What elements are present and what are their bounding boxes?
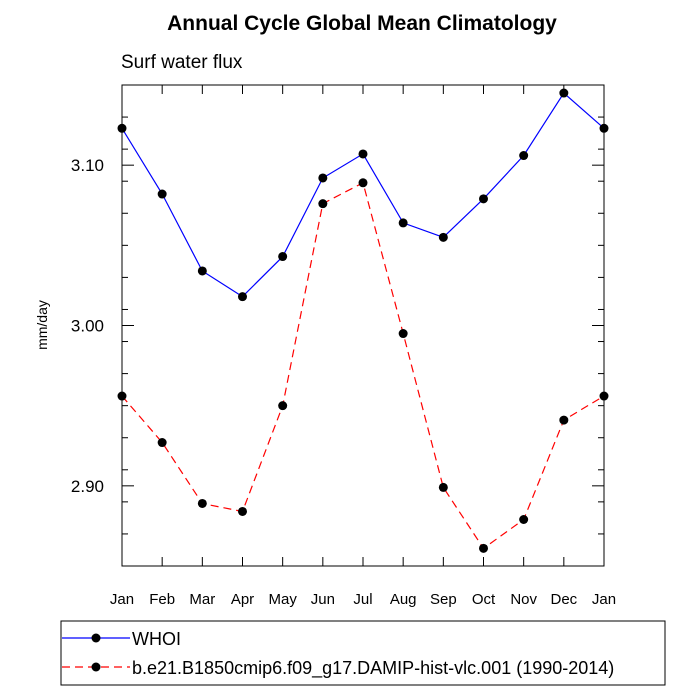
series-line-0	[121, 92, 605, 298]
legend-label-model: b.e21.B1850cmip6.f09_g17.DAMIP-hist-vlc.…	[132, 658, 614, 679]
data-point	[519, 151, 529, 161]
data-point	[599, 123, 609, 133]
data-point	[398, 218, 408, 228]
data-point	[358, 178, 368, 188]
data-point	[278, 401, 288, 411]
data-point	[559, 415, 569, 425]
legend-label-whoi: WHOI	[132, 629, 181, 649]
legend: WHOI b.e21.B1850cmip6.f09_g17.DAMIP-hist…	[60, 620, 666, 686]
y-axis-label: mm/day	[34, 300, 50, 350]
x-tick-label: Jan	[592, 591, 616, 608]
x-tick-label: Mar	[189, 591, 215, 608]
data-point	[157, 189, 167, 199]
legend-swatch-whoi-marker	[91, 633, 101, 643]
x-tick-label: Aug	[390, 591, 417, 608]
x-tick-label: Dec	[550, 591, 577, 608]
data-point	[438, 482, 448, 492]
x-tick-label: Jul	[353, 591, 372, 608]
series-line-1	[121, 181, 605, 550]
data-point	[117, 123, 127, 133]
x-tick-label: Sep	[430, 591, 457, 608]
x-tick-label: Feb	[149, 591, 175, 608]
data-point	[479, 194, 488, 204]
x-tick-label: Jan	[110, 591, 134, 608]
x-tick-label: May	[268, 591, 297, 608]
data-point	[157, 438, 167, 448]
data-point	[238, 506, 247, 516]
series-group	[117, 88, 609, 553]
chart-subtitle: Surf water flux	[121, 52, 243, 73]
data-point	[559, 88, 569, 98]
data-point	[318, 173, 328, 183]
x-tick-label: Apr	[231, 591, 254, 608]
data-point	[238, 292, 247, 302]
data-point	[318, 199, 328, 209]
data-point	[358, 149, 368, 159]
data-point	[438, 232, 448, 242]
legend-swatch-model-marker	[91, 662, 101, 672]
chart-title: Annual Cycle Global Mean Climatology	[167, 12, 557, 35]
x-tick-label: Jun	[311, 591, 335, 608]
legend-box	[60, 620, 666, 686]
data-point	[197, 266, 207, 276]
y-tick-label: 2.90	[71, 477, 104, 496]
x-tick-label: Nov	[510, 591, 537, 608]
data-point	[479, 543, 488, 553]
data-point	[117, 391, 127, 401]
data-point	[519, 515, 529, 525]
y-tick-label: 3.00	[71, 317, 104, 336]
data-point	[599, 391, 609, 401]
data-point	[197, 498, 207, 508]
data-point	[398, 329, 408, 339]
axis-ticks: Jan Feb Mar Apr May Jun Jul Aug Sep Oct Nov Dec Jan 2…	[71, 85, 616, 608]
x-tick-label: Oct	[472, 591, 496, 608]
data-point	[278, 252, 288, 262]
y-tick-label: 3.10	[71, 156, 104, 175]
